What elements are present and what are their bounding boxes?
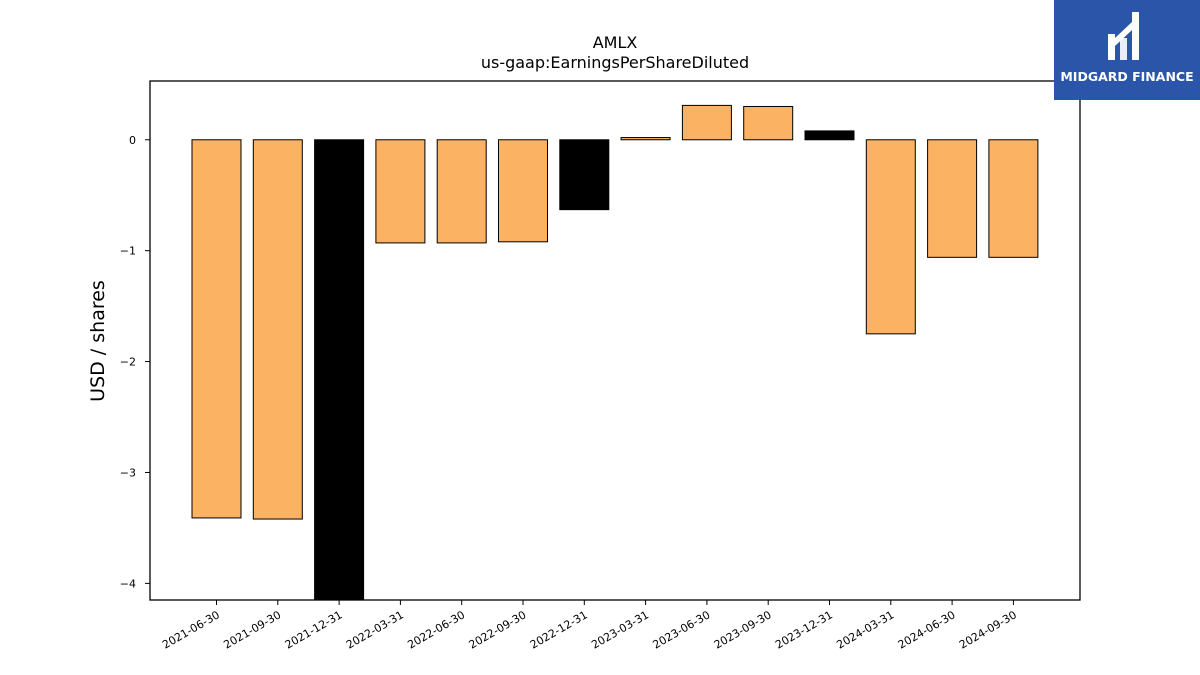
x-tick-label: 2021-06-30 [160, 608, 222, 651]
y-tick-label: −1 [120, 245, 136, 258]
logo-text: MIDGARD FINANCE [1060, 69, 1194, 84]
chart-title: AMLX [593, 33, 638, 52]
x-tick-label: 2022-12-31 [528, 608, 590, 651]
bar-2021-06-30 [191, 139, 242, 519]
plot-frame [149, 80, 1081, 601]
bar-2024-09-30 [988, 139, 1039, 258]
bar-2024-03-31 [865, 139, 916, 335]
y-tick-label: 0 [129, 134, 136, 147]
bar-2022-09-30 [498, 139, 548, 243]
x-tick-label: 2022-09-30 [467, 608, 529, 651]
x-tick-label: 2024-03-31 [834, 608, 896, 651]
y-tick-label: −4 [120, 577, 136, 590]
x-ticks-group: 2021-06-30 2021-09-30 2021-12-31 2022-03-31… [160, 600, 1019, 652]
x-tick-label: 2022-06-30 [405, 608, 467, 651]
bars-group [191, 104, 1039, 601]
bar-2023-03-31 [620, 137, 671, 141]
x-tick-label: 2021-12-31 [283, 608, 345, 651]
y-tick-label: −2 [120, 356, 136, 369]
chart-subtitle: us-gaap:EarningsPerShareDiluted [481, 53, 749, 72]
x-tick-label: 2021-09-30 [221, 608, 283, 651]
brand-logo: MIDGARD FINANCE [1054, 0, 1200, 100]
x-tick-label: 2023-03-31 [589, 608, 651, 651]
bar-2023-06-30 [681, 104, 732, 141]
bar-2024-06-30 [927, 139, 978, 258]
logo-mark-icon [1108, 12, 1139, 60]
x-tick-label: 2023-06-30 [651, 608, 713, 651]
y-tick-label: −3 [120, 466, 136, 479]
x-tick-label: 2024-06-30 [896, 608, 958, 651]
bar-2021-09-30 [252, 139, 303, 520]
bar-2022-12-31 [559, 139, 610, 211]
x-tick-label: 2022-03-31 [344, 608, 406, 651]
x-tick-label: 2023-09-30 [712, 608, 774, 651]
bar-2023-09-30 [743, 106, 794, 141]
x-tick-label: 2024-09-30 [957, 608, 1019, 651]
y-axis-label: USD / shares [87, 280, 109, 402]
bar-2023-12-31 [804, 130, 855, 141]
y-ticks-group: 0 −1 −2 −3 −4 [120, 134, 150, 590]
x-tick-label: 2023-12-31 [773, 608, 835, 651]
bar-2022-06-30 [436, 139, 487, 244]
bar-2021-12-31 [314, 139, 365, 601]
bar-2022-03-31 [375, 139, 426, 244]
